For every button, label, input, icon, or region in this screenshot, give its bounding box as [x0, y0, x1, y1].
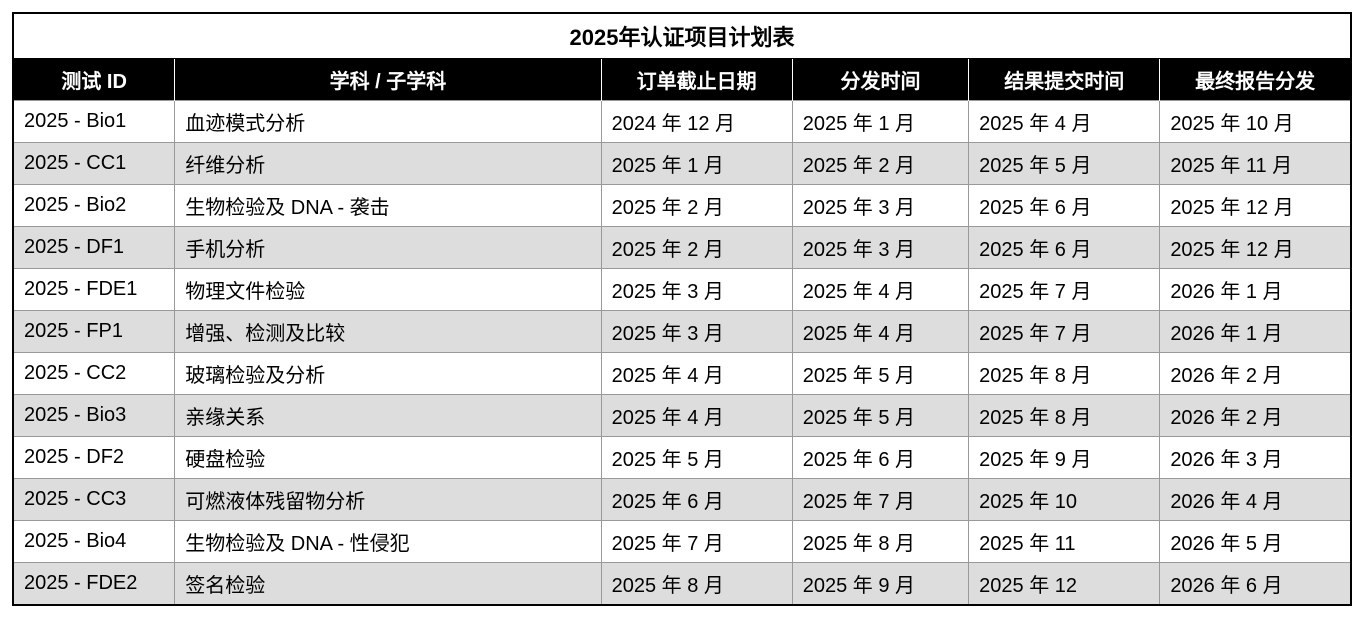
table-cell: 2025 年 3 月	[601, 269, 792, 311]
col-header-final-report: 最终报告分发	[1160, 59, 1351, 101]
col-header-discipline: 学科 / 子学科	[175, 59, 601, 101]
table-cell: 2026 年 6 月	[1160, 563, 1351, 606]
table-cell: 可燃液体残留物分析	[175, 479, 601, 521]
table-cell: 硬盘检验	[175, 437, 601, 479]
table-cell: 签名检验	[175, 563, 601, 606]
table-cell: 2025 - Bio4	[13, 521, 175, 563]
table-cell: 2025 年 6 月	[969, 227, 1160, 269]
table-cell: 2025 - FP1	[13, 311, 175, 353]
table-cell: 2025 - CC1	[13, 143, 175, 185]
col-header-test-id: 测试 ID	[13, 59, 175, 101]
table-cell: 纤维分析	[175, 143, 601, 185]
table-cell: 2025 - Bio1	[13, 101, 175, 143]
table-cell: 2025 年 11	[969, 521, 1160, 563]
table-cell: 2025 - DF2	[13, 437, 175, 479]
table-cell: 2025 年 12	[969, 563, 1160, 606]
table-body: 2025 - Bio1血迹模式分析2024 年 12 月2025 年 1 月20…	[13, 101, 1351, 606]
table-row: 2025 - DF2硬盘检验2025 年 5 月2025 年 6 月2025 年…	[13, 437, 1351, 479]
table-cell: 增强、检测及比较	[175, 311, 601, 353]
table-cell: 2025 - FDE2	[13, 563, 175, 606]
table-cell: 2025 年 7 月	[969, 269, 1160, 311]
table-cell: 2025 年 5 月	[969, 143, 1160, 185]
table-cell: 2025 年 10	[969, 479, 1160, 521]
table-cell: 2025 年 3 月	[792, 227, 968, 269]
table-cell: 2025 年 8 月	[969, 395, 1160, 437]
table-cell: 2025 年 1 月	[792, 101, 968, 143]
table-title-row: 2025年认证项目计划表	[13, 13, 1351, 59]
table-cell: 2025 年 8 月	[969, 353, 1160, 395]
table-cell: 2025 年 4 月	[969, 101, 1160, 143]
col-header-order-deadline: 订单截止日期	[601, 59, 792, 101]
table-cell: 2025 年 1 月	[601, 143, 792, 185]
table-cell: 2025 - Bio2	[13, 185, 175, 227]
table-cell: 2025 年 4 月	[792, 269, 968, 311]
schedule-table-container: 2025年认证项目计划表 测试 ID 学科 / 子学科 订单截止日期 分发时间 …	[12, 12, 1352, 606]
table-cell: 2025 年 3 月	[601, 311, 792, 353]
table-cell: 2026 年 1 月	[1160, 311, 1351, 353]
table-title: 2025年认证项目计划表	[13, 13, 1351, 59]
table-cell: 2025 年 4 月	[601, 395, 792, 437]
table-cell: 2025 年 7 月	[792, 479, 968, 521]
table-cell: 2025 年 2 月	[601, 227, 792, 269]
table-cell: 2025 年 8 月	[601, 563, 792, 606]
table-cell: 2026 年 2 月	[1160, 353, 1351, 395]
table-row: 2025 - CC3可燃液体残留物分析2025 年 6 月2025 年 7 月2…	[13, 479, 1351, 521]
table-cell: 2025 年 4 月	[792, 311, 968, 353]
table-cell: 2025 - Bio3	[13, 395, 175, 437]
table-cell: 生物检验及 DNA - 性侵犯	[175, 521, 601, 563]
table-row: 2025 - DF1手机分析2025 年 2 月2025 年 3 月2025 年…	[13, 227, 1351, 269]
table-cell: 2025 年 9 月	[792, 563, 968, 606]
table-row: 2025 - Bio4生物检验及 DNA - 性侵犯2025 年 7 月2025…	[13, 521, 1351, 563]
table-row: 2025 - CC2玻璃检验及分析2025 年 4 月2025 年 5 月202…	[13, 353, 1351, 395]
table-cell: 2025 年 6 月	[601, 479, 792, 521]
table-cell: 生物检验及 DNA - 袭击	[175, 185, 601, 227]
table-cell: 2025 年 9 月	[969, 437, 1160, 479]
table-cell: 2026 年 3 月	[1160, 437, 1351, 479]
table-cell: 2025 年 7 月	[969, 311, 1160, 353]
table-cell: 2025 年 5 月	[601, 437, 792, 479]
table-row: 2025 - Bio3亲缘关系2025 年 4 月2025 年 5 月2025 …	[13, 395, 1351, 437]
table-cell: 2026 年 2 月	[1160, 395, 1351, 437]
table-cell: 2024 年 12 月	[601, 101, 792, 143]
table-cell: 物理文件检验	[175, 269, 601, 311]
col-header-result-submit: 结果提交时间	[969, 59, 1160, 101]
table-cell: 2025 年 2 月	[792, 143, 968, 185]
table-cell: 2025 年 6 月	[969, 185, 1160, 227]
table-cell: 2025 年 5 月	[792, 395, 968, 437]
table-row: 2025 - Bio1血迹模式分析2024 年 12 月2025 年 1 月20…	[13, 101, 1351, 143]
table-cell: 2025 年 4 月	[601, 353, 792, 395]
table-cell: 2025 年 5 月	[792, 353, 968, 395]
table-cell: 2025 年 12 月	[1160, 185, 1351, 227]
schedule-table: 2025年认证项目计划表 测试 ID 学科 / 子学科 订单截止日期 分发时间 …	[12, 12, 1352, 606]
table-cell: 2026 年 4 月	[1160, 479, 1351, 521]
table-row: 2025 - FDE2签名检验2025 年 8 月2025 年 9 月2025 …	[13, 563, 1351, 606]
table-header-row: 测试 ID 学科 / 子学科 订单截止日期 分发时间 结果提交时间 最终报告分发	[13, 59, 1351, 101]
table-cell: 2026 年 1 月	[1160, 269, 1351, 311]
table-cell: 手机分析	[175, 227, 601, 269]
col-header-distribution: 分发时间	[792, 59, 968, 101]
table-cell: 血迹模式分析	[175, 101, 601, 143]
table-cell: 2025 年 12 月	[1160, 227, 1351, 269]
table-cell: 玻璃检验及分析	[175, 353, 601, 395]
table-cell: 亲缘关系	[175, 395, 601, 437]
table-row: 2025 - FDE1物理文件检验2025 年 3 月2025 年 4 月202…	[13, 269, 1351, 311]
table-cell: 2025 - CC3	[13, 479, 175, 521]
table-cell: 2025 年 11 月	[1160, 143, 1351, 185]
table-cell: 2025 年 2 月	[601, 185, 792, 227]
table-cell: 2025 - CC2	[13, 353, 175, 395]
table-cell: 2026 年 5 月	[1160, 521, 1351, 563]
table-cell: 2025 - FDE1	[13, 269, 175, 311]
table-cell: 2025 年 10 月	[1160, 101, 1351, 143]
table-cell: 2025 年 3 月	[792, 185, 968, 227]
table-row: 2025 - FP1增强、检测及比较2025 年 3 月2025 年 4 月20…	[13, 311, 1351, 353]
table-cell: 2025 - DF1	[13, 227, 175, 269]
table-cell: 2025 年 6 月	[792, 437, 968, 479]
table-cell: 2025 年 7 月	[601, 521, 792, 563]
table-cell: 2025 年 8 月	[792, 521, 968, 563]
table-row: 2025 - CC1纤维分析2025 年 1 月2025 年 2 月2025 年…	[13, 143, 1351, 185]
table-row: 2025 - Bio2生物检验及 DNA - 袭击2025 年 2 月2025 …	[13, 185, 1351, 227]
